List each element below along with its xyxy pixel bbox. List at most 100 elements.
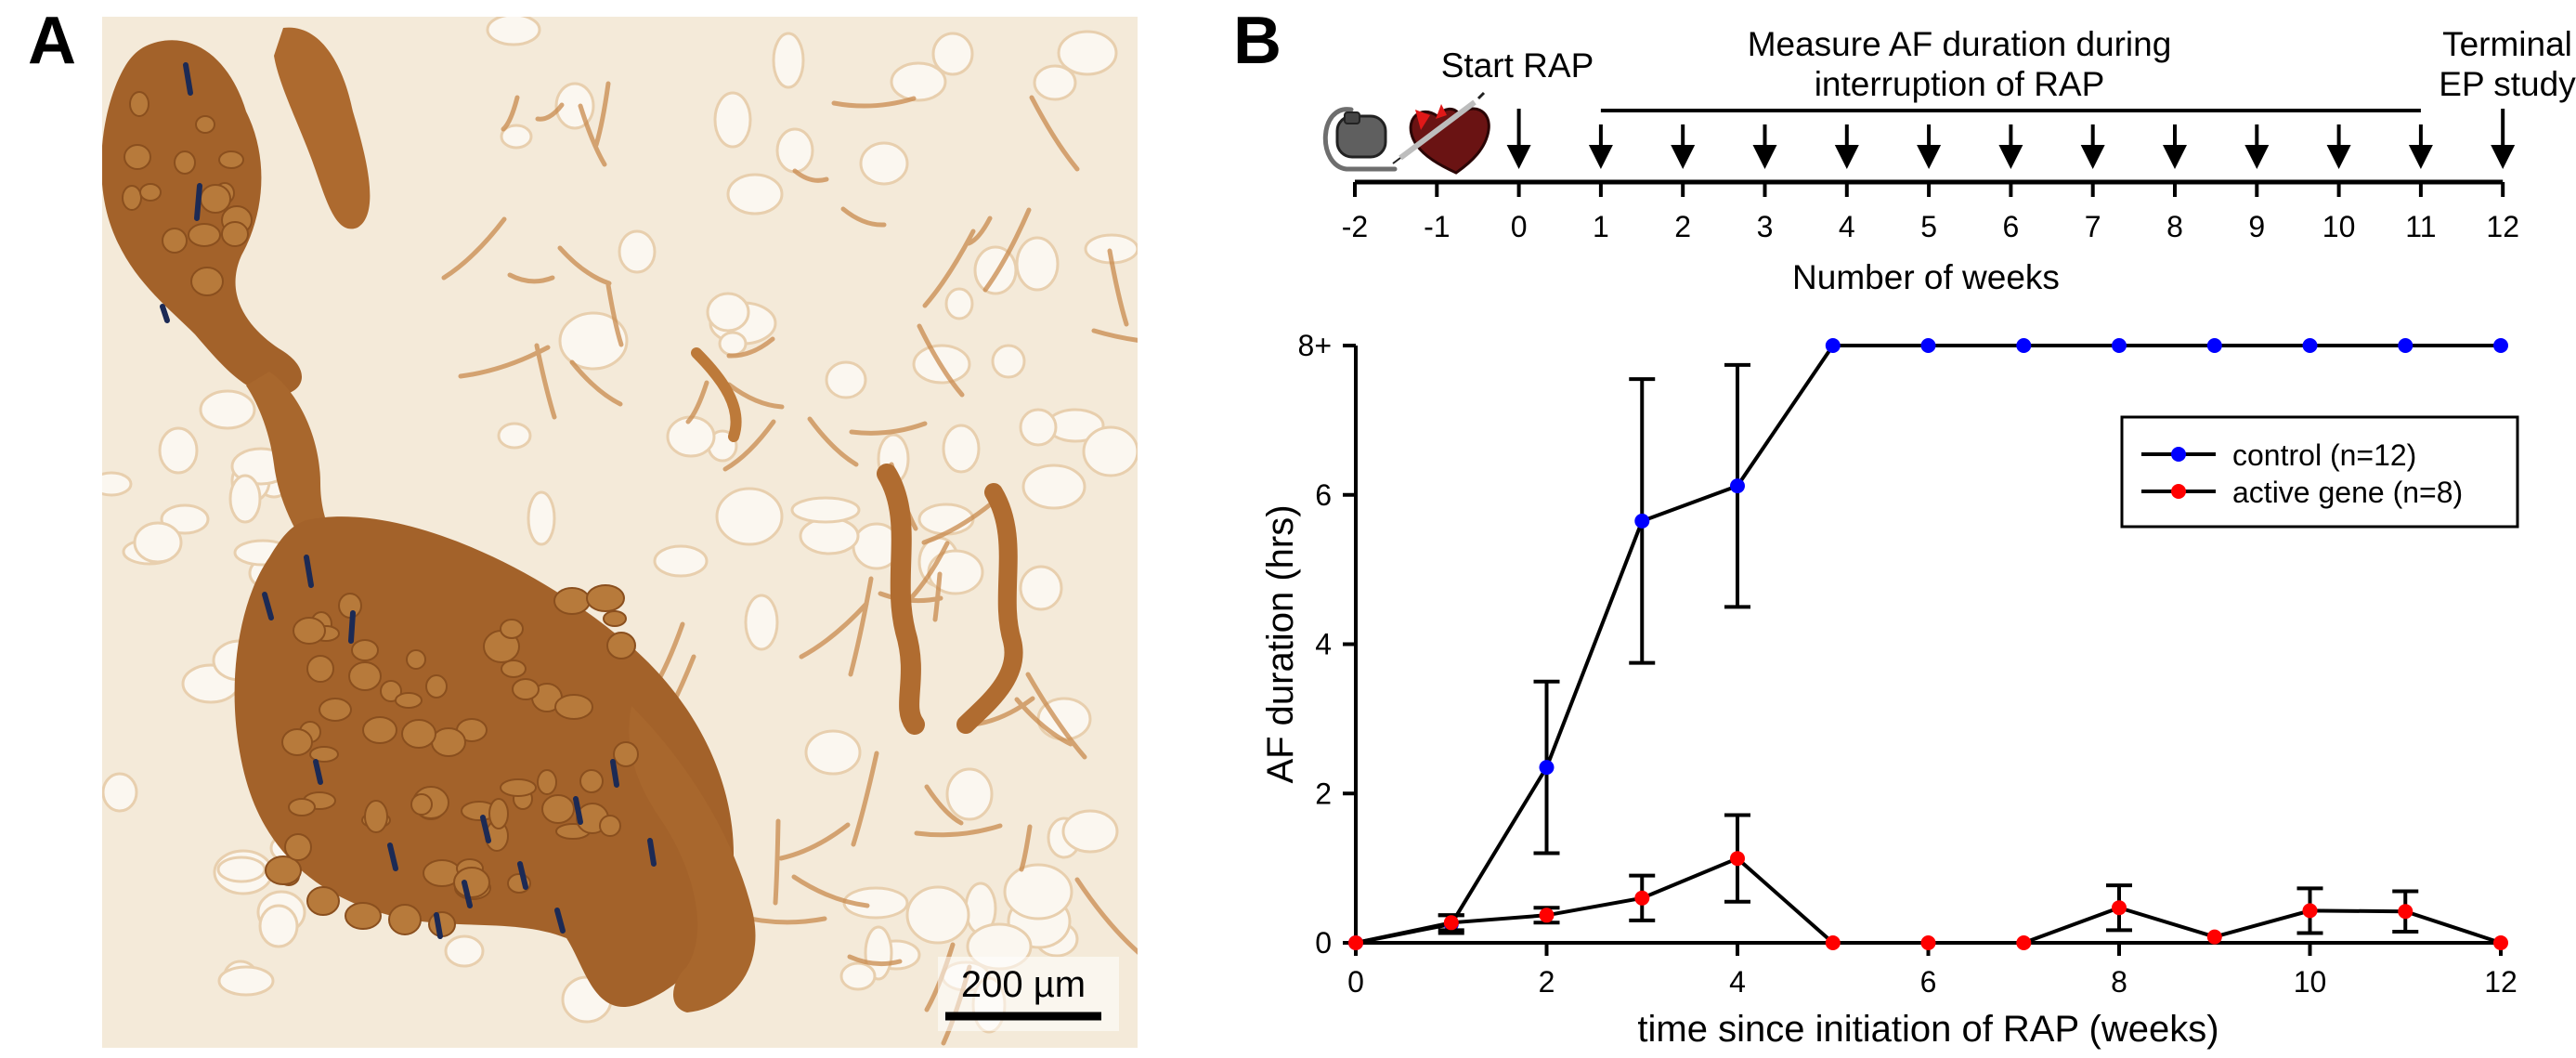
data-point: [1348, 935, 1363, 950]
connective-fiber: [534, 343, 557, 420]
connective-fiber: [917, 323, 965, 398]
fat-cell: [744, 594, 779, 651]
pacemaker-icon: [1322, 107, 1398, 172]
fat-cell: [706, 292, 750, 333]
timeline-arrow-head: [2080, 145, 2105, 169]
legend[interactable]: control (n=12) active gene (n=8): [2120, 415, 2519, 529]
y-tick-label: 4: [1315, 628, 1332, 661]
fat-cell: [917, 503, 975, 536]
neuron-cell-body: [613, 741, 639, 767]
data-point: [1730, 851, 1745, 867]
data-point: [2206, 338, 2222, 353]
y-tick-label: 0: [1315, 926, 1332, 960]
timeline-tick-label: 2: [1674, 210, 1691, 243]
micrograph-image: 200 µm: [102, 17, 1138, 1048]
blue-stain-marks: [160, 62, 657, 939]
timeline-ticks: -2 -1 0 1 2 3 4 5 6 7 8 9 10 11 12: [1342, 182, 2519, 243]
fat-cell: [713, 91, 752, 149]
measure-label-line1: Measure AF duration during: [1748, 25, 2172, 63]
fat-cell: [1082, 425, 1138, 477]
connective-fiber: [851, 751, 879, 847]
timeline-arrow-head: [1506, 145, 1531, 169]
data-point: [2206, 929, 2222, 945]
connective-fiber: [507, 272, 555, 284]
timeline-tick-label: 7: [2085, 210, 2101, 243]
connective-fiber: [569, 359, 623, 407]
timeline-tick-label: 3: [1757, 210, 1774, 243]
timeline-axis-label: Number of weeks: [1792, 258, 2060, 296]
connective-fiber: [849, 421, 928, 436]
connective-fiber: [535, 102, 565, 122]
neuron-cell-body: [406, 649, 426, 670]
neuron-cell-body: [362, 716, 397, 744]
x-axis-label: time since initiation of RAP (weeks): [1637, 1009, 2218, 1050]
fat-cell: [859, 141, 909, 186]
fat-cell: [1057, 30, 1118, 76]
neuron-cell-body: [218, 150, 244, 169]
timeline-tick-label: 8: [2166, 210, 2183, 243]
connective-fiber: [501, 95, 520, 132]
timeline-tick-label: 6: [2003, 210, 2020, 243]
legend-item-1[interactable]: active gene (n=8): [2141, 476, 2463, 509]
fat-cell: [228, 474, 262, 524]
neuron-cell-body: [195, 115, 215, 134]
blue-stain-mark: [183, 62, 193, 96]
legend-item-0[interactable]: control (n=12): [2141, 438, 2416, 472]
neuron-cell-body: [348, 661, 382, 691]
timeline-arrow-head: [1834, 145, 1859, 169]
connective-fiber: [593, 81, 611, 148]
heart-injection-icon: [1392, 91, 1490, 175]
nerve-bundle: [274, 27, 371, 229]
fat-cell: [199, 389, 256, 430]
data-point: [1920, 338, 1936, 353]
connective-fiber: [831, 96, 917, 109]
fat-cell: [1015, 236, 1060, 292]
legend-label: control (n=12): [2232, 438, 2416, 472]
neuron-cell-body: [221, 221, 249, 247]
data-point: [2112, 338, 2127, 353]
neuron-cell-body: [265, 856, 302, 885]
connective-fiber: [773, 818, 781, 906]
timeline-tick-label: -2: [1342, 210, 1368, 243]
data-point: [1634, 890, 1650, 906]
x-tick-label: 12: [2484, 965, 2517, 999]
blue-stain-mark: [262, 592, 274, 620]
series-1: [1348, 813, 2508, 950]
neuron-cell-body: [537, 769, 557, 795]
neuron-cell-body: [603, 610, 627, 627]
neuron-cell-body: [579, 769, 604, 793]
timeline-tick-label: 12: [2486, 210, 2519, 243]
x-tick-label: 10: [2294, 965, 2327, 999]
connective-fiber: [441, 216, 507, 281]
fat-cell: [799, 516, 860, 555]
fat-cell: [486, 17, 541, 46]
data-point: [2398, 904, 2413, 920]
fat-cell: [133, 521, 183, 564]
connective-fiber: [982, 207, 1032, 293]
connective-fiber: [799, 601, 869, 660]
neuron-cell-body: [410, 793, 433, 816]
connective-fiber: [726, 336, 775, 359]
data-point: [1634, 513, 1650, 529]
timeline-arrows: [1506, 109, 2516, 169]
neuron-cell-body: [553, 587, 591, 615]
connective-fiber: [848, 576, 874, 677]
fat-cell: [718, 331, 748, 357]
panel-a-letter: A: [28, 4, 76, 78]
connective-fiber: [722, 419, 776, 472]
fat-cell: [890, 61, 947, 102]
timeline-tick-label: 4: [1839, 210, 1855, 243]
timeline-arrow-head: [1671, 145, 1696, 169]
timeline-arrow-head: [1588, 145, 1613, 169]
neuron-cell-body: [453, 867, 490, 898]
timeline-tick-label: 9: [2248, 210, 2265, 243]
blue-stain-mark: [348, 610, 356, 644]
neuron-cell-body: [345, 902, 382, 930]
timeline-arrow-head: [2408, 145, 2433, 169]
measure-label-line2: interruption of RAP: [1815, 65, 2105, 103]
timeline-tick-label: 10: [2322, 210, 2356, 243]
fat-cell: [1019, 408, 1058, 447]
data-point: [1825, 338, 1841, 353]
neuron-cell-body: [488, 798, 509, 829]
neuron-cell-body: [124, 144, 151, 170]
